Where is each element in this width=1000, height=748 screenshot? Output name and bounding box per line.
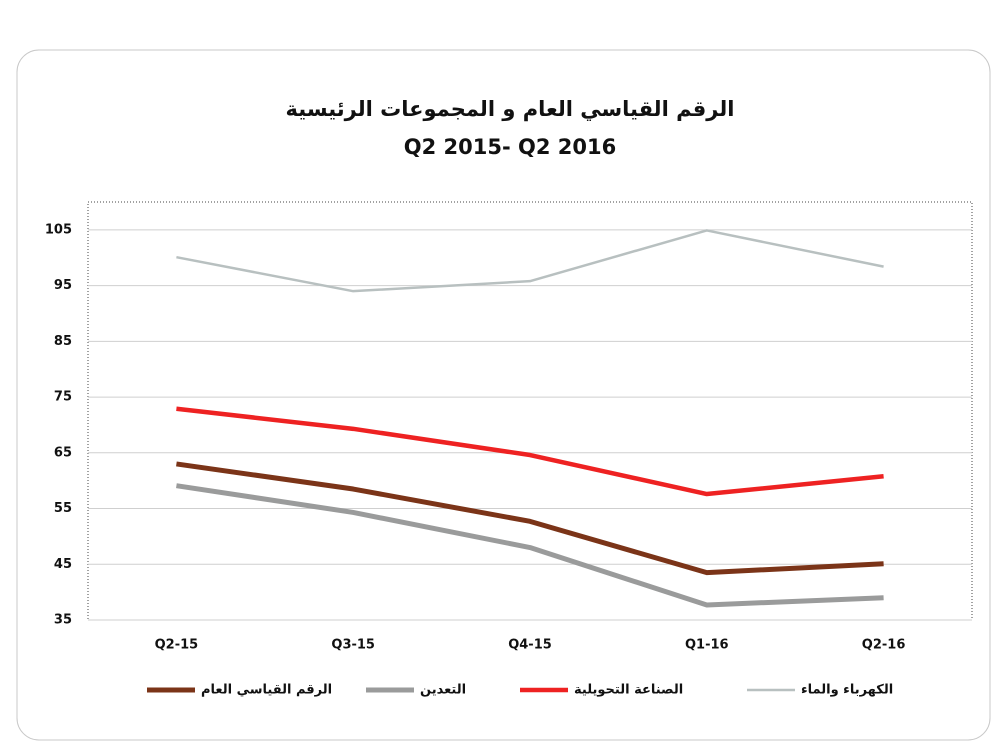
y-tick-label: 105 <box>45 222 72 237</box>
series-line <box>176 229 884 293</box>
y-tick-label: 75 <box>54 390 72 405</box>
card <box>16 49 991 741</box>
series-line <box>176 406 884 497</box>
x-tick-label: Q4-15 <box>508 638 552 653</box>
y-tick-label: 55 <box>54 501 72 516</box>
y-tick-label: 85 <box>54 334 72 349</box>
chart-title: الرقم القياسي العام و المجموعات الرئيسية <box>286 97 735 121</box>
y-tick-label: 95 <box>54 278 72 293</box>
x-tick-label: Q2-16 <box>862 638 906 653</box>
x-tick-label: Q1-16 <box>685 638 729 653</box>
legend-label: الصناعة التحويلية <box>574 683 683 698</box>
y-tick-label: 45 <box>54 557 72 572</box>
chart-subtitle: Q2 2015- Q2 2016 <box>404 135 616 159</box>
series-line <box>176 461 884 576</box>
legend-label: الكهرباء والماء <box>801 683 893 698</box>
series-line <box>176 483 884 608</box>
y-tick-label: 35 <box>54 613 72 628</box>
y-tick-label: 65 <box>54 445 72 460</box>
legend-label: التعدين <box>420 683 466 698</box>
legend-label: الرقم القياسي العام <box>201 683 332 698</box>
x-tick-label: Q3-15 <box>331 638 375 653</box>
x-tick-label: Q2-15 <box>155 638 199 653</box>
